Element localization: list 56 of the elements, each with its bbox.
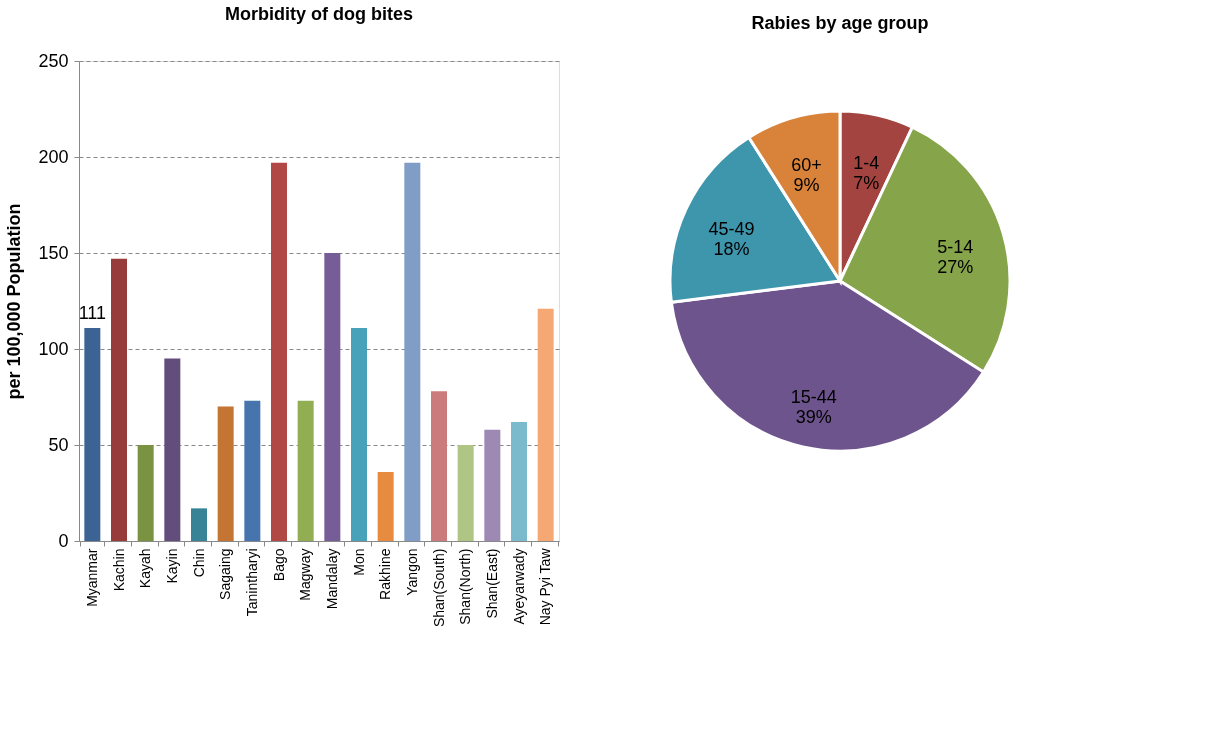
bar bbox=[377, 471, 394, 541]
bar bbox=[457, 445, 474, 541]
y-tick-label: 0 bbox=[58, 530, 69, 551]
bar bbox=[351, 327, 367, 541]
slice-label: 45-49 bbox=[708, 218, 755, 239]
bar bbox=[164, 358, 181, 541]
bar bbox=[484, 429, 501, 541]
bar bbox=[297, 400, 314, 541]
data-label: 111 bbox=[78, 302, 107, 323]
x-tick-label: Mandalay bbox=[323, 548, 340, 610]
slice-label: 1-4 bbox=[853, 152, 880, 173]
x-tick-label: Chin bbox=[190, 548, 207, 578]
x-tick-label: Shan(South) bbox=[430, 548, 447, 628]
bar bbox=[404, 162, 421, 541]
x-tick-label: Kachin bbox=[110, 548, 127, 592]
data-label: 27% bbox=[937, 256, 974, 277]
x-tick-label: Mon bbox=[350, 548, 367, 576]
x-tick-label: Rakhine bbox=[377, 548, 394, 600]
bar bbox=[84, 327, 101, 541]
x-tick-label: Tanintharyi bbox=[243, 548, 260, 617]
y-tick-label: 250 bbox=[38, 50, 69, 71]
y-tick-label: 50 bbox=[48, 434, 69, 455]
slice-label: 5-14 bbox=[937, 236, 974, 257]
bar bbox=[431, 391, 447, 541]
y-tick-label: 100 bbox=[38, 338, 69, 359]
bar bbox=[111, 258, 127, 541]
bar bbox=[271, 162, 287, 541]
chart-title: Rabies by age group bbox=[751, 13, 929, 33]
data-label: 9% bbox=[793, 174, 820, 195]
x-tick-label: Shan(East) bbox=[483, 548, 500, 619]
x-tick-label: Magway bbox=[297, 548, 314, 601]
bar bbox=[137, 445, 154, 541]
slice-label: 15-44 bbox=[790, 387, 837, 408]
x-tick-label: Myanmar bbox=[83, 548, 100, 607]
x-tick-label: Yangon bbox=[403, 548, 420, 596]
bar bbox=[537, 308, 554, 541]
bar bbox=[191, 508, 207, 541]
data-label: 7% bbox=[853, 172, 880, 193]
chart-title: Morbidity of dog bites bbox=[225, 4, 413, 24]
data-label: 18% bbox=[713, 238, 750, 259]
bar bbox=[324, 253, 341, 541]
x-tick-label: Shan(North) bbox=[457, 548, 474, 625]
bar bbox=[511, 421, 527, 541]
x-tick-label: Nay Pyi Taw bbox=[537, 547, 554, 626]
y-axis-title: per 100,000 Population bbox=[4, 203, 25, 400]
x-tick-label: Sagaing bbox=[217, 548, 234, 600]
slice-label: 60+ bbox=[791, 154, 822, 175]
x-tick-label: Kayin bbox=[163, 548, 180, 584]
bar bbox=[244, 400, 261, 541]
y-tick-label: 150 bbox=[38, 242, 69, 263]
bar bbox=[217, 406, 234, 541]
y-tick-label: 200 bbox=[38, 146, 69, 167]
data-label: 39% bbox=[795, 407, 832, 428]
x-tick-label: Bago bbox=[270, 548, 287, 582]
x-tick-label: Kayah bbox=[137, 548, 154, 589]
x-tick-label: Ayeyarwady bbox=[510, 548, 527, 625]
